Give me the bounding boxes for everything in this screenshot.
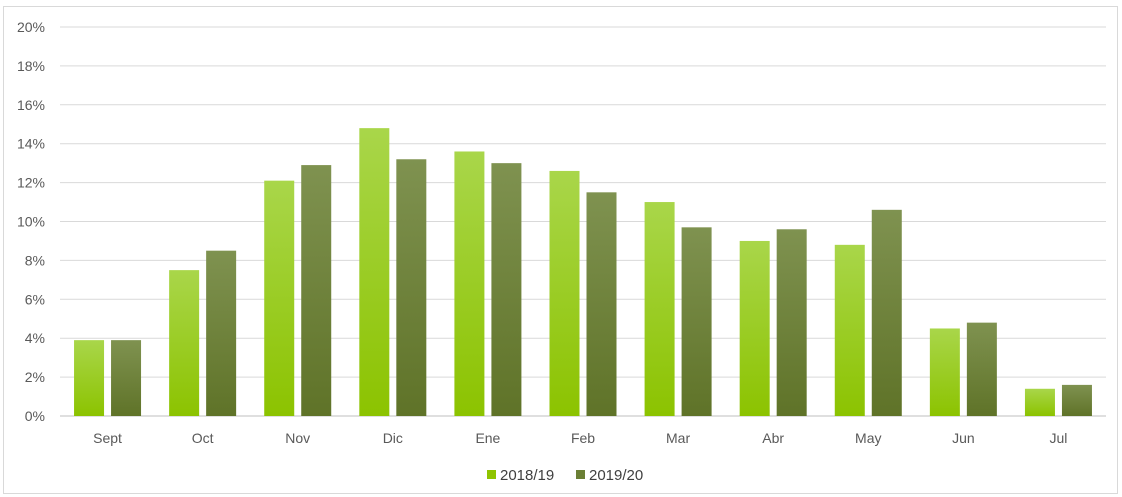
y-tick-label: 10%: [17, 214, 45, 230]
x-tick-label: Ene: [475, 430, 500, 446]
bar-2018-19-mar: [644, 202, 675, 416]
bar-2019-20-jun: [966, 322, 997, 416]
y-tick-label: 4%: [25, 330, 45, 346]
bar-2018-19-nov: [264, 180, 295, 416]
bar-2019-20-may: [871, 209, 902, 416]
bar-2019-20-abr: [776, 229, 807, 416]
y-tick-label: 2%: [25, 369, 45, 385]
bar-2019-20-ene: [491, 163, 522, 416]
bar-2018-19-jul: [1024, 388, 1055, 416]
bar-2019-20-nov: [301, 165, 332, 416]
legend-swatch: [576, 470, 585, 479]
x-tick-label: Abr: [762, 430, 784, 446]
legend: 2018/19 2019/20: [487, 467, 643, 484]
bar-2018-19-abr: [739, 240, 770, 416]
x-tick-label: Feb: [571, 430, 595, 446]
x-tick-label: May: [855, 430, 881, 446]
y-tick-label: 0%: [25, 408, 45, 424]
x-tick-label: Sept: [93, 430, 122, 446]
y-tick-label: 18%: [17, 58, 45, 74]
bar-2018-19-may: [834, 244, 865, 416]
x-tick-label: Mar: [666, 430, 690, 446]
bar-2018-19-feb: [549, 170, 580, 416]
bar-2019-20-oct: [206, 250, 237, 416]
y-tick-label: 6%: [25, 291, 45, 307]
bar-2019-20-feb: [586, 192, 617, 416]
y-axis-tick-labels: 0% 2% 4% 6% 8% 10% 12% 14% 16% 18% 20%: [17, 19, 45, 424]
bar-2018-19-sept: [74, 340, 105, 416]
x-tick-label: Jul: [1050, 430, 1068, 446]
y-tick-label: 12%: [17, 175, 45, 191]
y-tick-label: 20%: [17, 19, 45, 35]
legend-label: 2018/19: [500, 467, 554, 484]
bar-2019-20-sept: [111, 340, 142, 416]
bar-2019-20-dic: [396, 159, 427, 416]
x-tick-label: Jun: [952, 430, 975, 446]
y-tick-label: 14%: [17, 136, 45, 152]
x-tick-label: Nov: [285, 430, 310, 446]
y-tick-label: 8%: [25, 252, 45, 268]
x-tick-label: Dic: [383, 430, 403, 446]
bar-2018-19-oct: [169, 270, 200, 416]
legend-swatch: [487, 470, 496, 479]
bar-2018-19-dic: [359, 128, 390, 416]
x-axis-tick-labels: Sept Oct Nov Dic Ene Feb Mar Abr May Jun Jul: [93, 430, 1067, 446]
bars: [74, 128, 1092, 417]
bar-2019-20-mar: [681, 227, 712, 416]
legend-label: 2019/20: [589, 467, 643, 484]
bar-2018-19-jun: [929, 328, 960, 416]
y-tick-label: 16%: [17, 97, 45, 113]
bar-2019-20-jul: [1061, 384, 1092, 416]
x-tick-label: Oct: [192, 430, 214, 446]
bar-2018-19-ene: [454, 151, 485, 417]
